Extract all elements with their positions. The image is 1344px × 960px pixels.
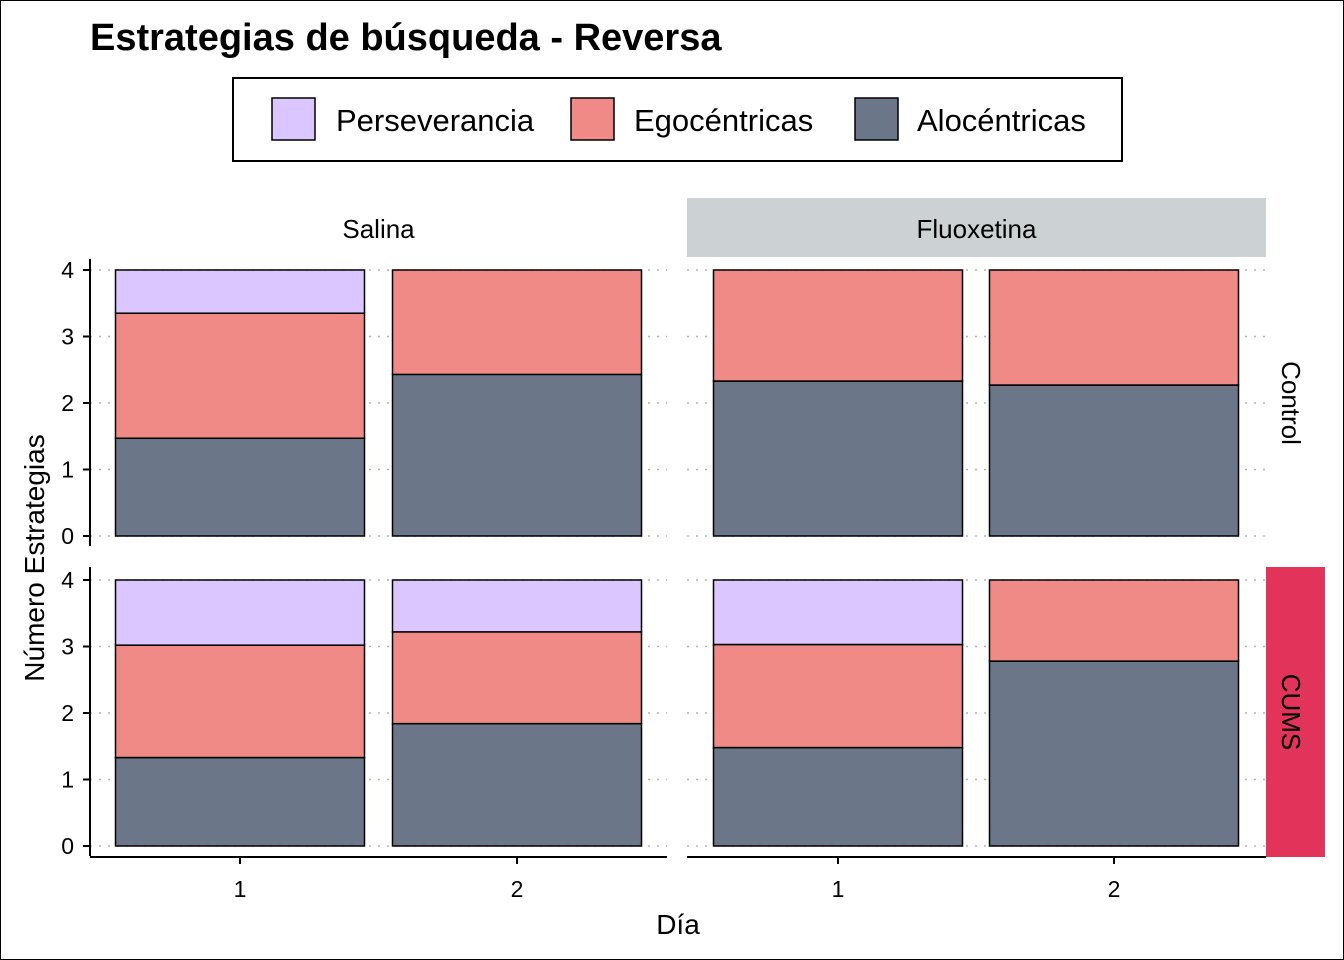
strip-row-label-1: Control	[1276, 361, 1306, 445]
bar-egocentricas-day2	[988, 269, 1240, 386]
bar-egocentricas-day1	[712, 269, 964, 382]
y-tick-label-row2-4: 4	[61, 567, 74, 593]
legend: Perseverancia Egocéntricas Alocéntricas	[232, 77, 1123, 162]
strip-col-bg-2	[687, 198, 1266, 257]
y-tick-label-row1-1: 1	[61, 457, 74, 483]
y-tick-label-row2-1: 1	[61, 767, 74, 793]
bar-alocentricas-day1	[712, 746, 964, 847]
bar-egocentricas-day2	[391, 631, 643, 725]
y-tick-label-row2-2: 2	[61, 700, 74, 726]
bar-perseverancia-day1	[712, 579, 964, 646]
axes: 0 1 2 3 4 0 1 2 3 4 1 2 1 2	[61, 257, 1266, 902]
strip-col-label-1: Salina	[342, 214, 415, 244]
bar-perseverancia-day2	[391, 579, 643, 633]
bar-egocentricas-day2	[391, 269, 643, 376]
bar-alocentricas-day1	[114, 437, 366, 537]
legend-box	[232, 77, 1123, 162]
legend-key-2	[570, 97, 615, 141]
bar-egocentricas-day2	[988, 579, 1240, 662]
legend-key-1	[271, 97, 316, 141]
bar-alocentricas-day2	[391, 722, 643, 847]
panel-cums-salina	[90, 579, 667, 847]
x-tick-label-col2-2: 2	[1108, 876, 1121, 902]
bar-alocentricas-day1	[712, 380, 964, 537]
x-axis-title: Día	[656, 909, 700, 940]
bar-perseverancia-day1	[114, 269, 366, 314]
bar-egocentricas-day1	[114, 312, 366, 439]
strip-row-label-2: CUMS	[1276, 674, 1306, 751]
y-tick-label-row1-4: 4	[61, 257, 74, 283]
strip-col-label-2: Fluoxetina	[917, 214, 1037, 244]
bar-alocentricas-day2	[988, 384, 1240, 537]
panel-control-fluoxetina	[687, 269, 1266, 537]
y-axis-title: Número Estrategias	[19, 434, 50, 681]
x-tick-label-col1-1: 1	[234, 876, 247, 902]
bar-alocentricas-day2	[988, 660, 1240, 847]
y-tick-label-row1-0: 0	[61, 523, 74, 549]
bar-alocentricas-day1	[114, 756, 366, 847]
bar-egocentricas-day1	[114, 644, 366, 759]
legend-label-2: Egocéntricas	[634, 103, 813, 138]
facet-panels	[90, 269, 1266, 847]
y-tick-label-row1-3: 3	[61, 324, 74, 350]
bar-egocentricas-day1	[712, 643, 964, 749]
strip-row-bg-2	[1266, 567, 1325, 857]
y-tick-label-row2-3: 3	[61, 634, 74, 660]
x-tick-label-col2-1: 1	[832, 876, 845, 902]
panel-control-salina	[90, 269, 667, 537]
y-tick-label-row1-2: 2	[61, 390, 74, 416]
bar-perseverancia-day1	[114, 579, 366, 646]
x-tick-label-col1-2: 2	[511, 876, 524, 902]
panel-cums-fluoxetina	[687, 579, 1266, 847]
legend-key-3	[854, 97, 899, 141]
bar-alocentricas-day2	[391, 373, 643, 537]
legend-label-3: Alocéntricas	[917, 103, 1086, 138]
y-tick-label-row2-0: 0	[61, 833, 74, 859]
legend-label-1: Perseverancia	[336, 103, 535, 138]
facet-strips: Salina Fluoxetina Control CUMS	[342, 198, 1325, 857]
chart-title: Estrategias de búsqueda - Reversa	[90, 17, 722, 59]
